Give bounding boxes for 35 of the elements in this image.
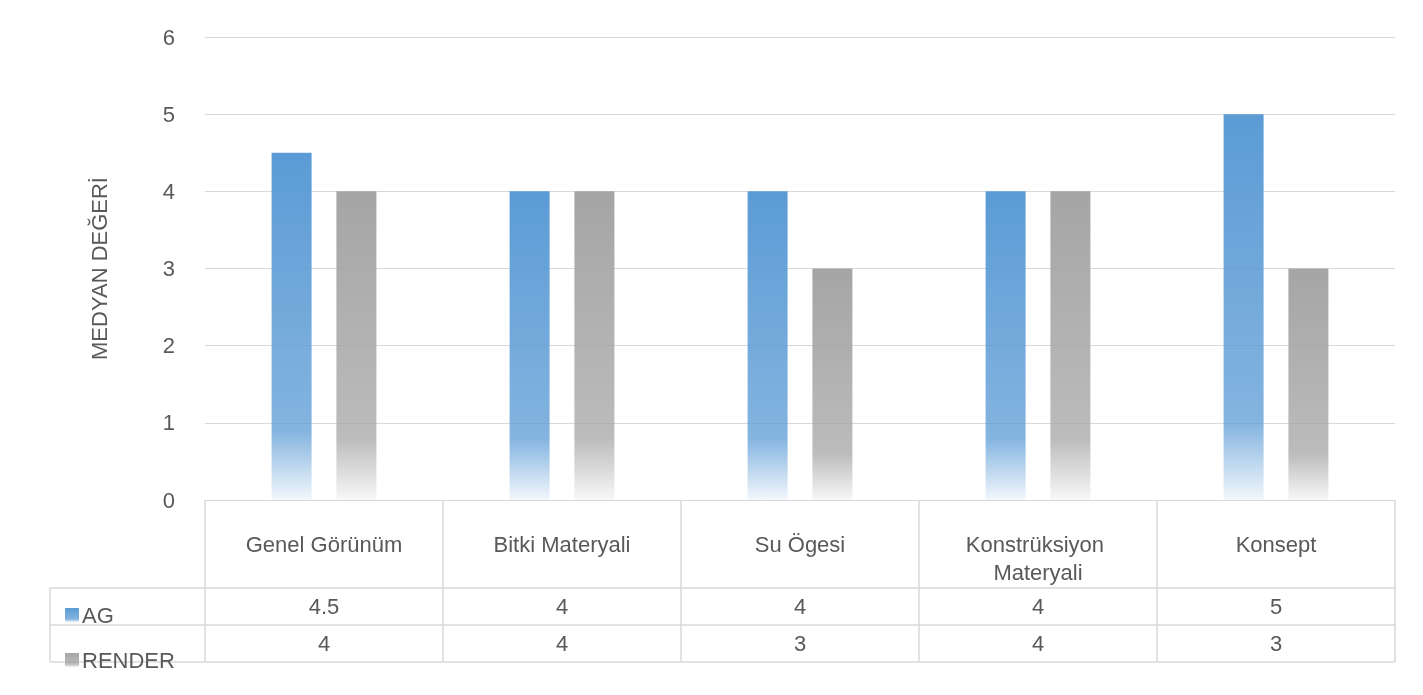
y-tick-label: 5 bbox=[162, 101, 175, 127]
bar bbox=[336, 191, 377, 500]
x-tick-label: Konsept bbox=[1235, 531, 1317, 557]
data-label: 4 bbox=[793, 594, 807, 619]
bar bbox=[747, 191, 788, 500]
bar bbox=[509, 191, 550, 500]
y-tick-label: 1 bbox=[162, 410, 175, 436]
data-label: 4.5 bbox=[308, 594, 340, 619]
data-label: 4 bbox=[317, 631, 331, 656]
x-tick-label: Konstrüksiyon Materyali bbox=[965, 531, 1111, 585]
x-tick-label: Bitki Materyali bbox=[493, 531, 631, 557]
bar bbox=[985, 191, 1026, 500]
x-tick-label: Genel Görünüm bbox=[245, 531, 403, 557]
bar bbox=[1288, 268, 1329, 500]
data-label: 4 bbox=[1031, 631, 1045, 656]
data-label: 3 bbox=[793, 631, 807, 656]
y-axis-title: MEDYAN DEĞERİ bbox=[86, 177, 112, 360]
bar bbox=[271, 152, 312, 500]
data-label: 4 bbox=[1031, 594, 1045, 619]
data-label: 4 bbox=[555, 594, 569, 619]
data-label: 3 bbox=[1269, 631, 1283, 656]
legend-label: RENDER bbox=[82, 647, 175, 673]
y-tick-label: 4 bbox=[162, 178, 175, 204]
y-tick-label: 2 bbox=[162, 333, 175, 359]
bar bbox=[1050, 191, 1091, 500]
data-label: 5 bbox=[1269, 594, 1283, 619]
y-tick-label: 3 bbox=[162, 256, 175, 281]
legend-label: AG bbox=[82, 602, 114, 628]
y-tick-label: 6 bbox=[162, 24, 175, 50]
data-label: 4 bbox=[555, 631, 569, 656]
bar bbox=[574, 191, 615, 500]
bar bbox=[1223, 114, 1264, 500]
bar bbox=[812, 268, 853, 500]
y-tick-label: 0 bbox=[162, 487, 175, 513]
x-tick-label: Su Ögesi bbox=[754, 531, 846, 557]
